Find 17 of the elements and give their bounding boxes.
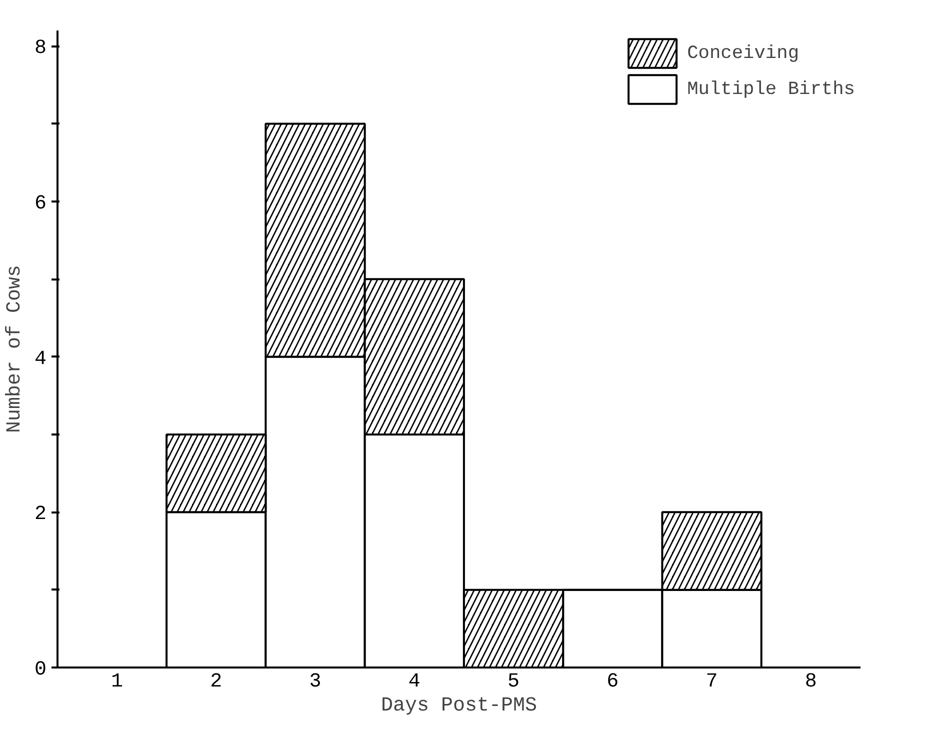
x-tick-label: 7 [706,670,718,694]
y-tick-label: 2 [34,503,47,526]
x-axis-title: Days Post-PMS [380,694,538,718]
x-tick-label: 2 [210,670,222,694]
y-tick-label: 8 [34,37,47,60]
legend-label: Conceiving [687,42,800,64]
x-tick-label: 6 [606,670,619,694]
x-tick-label: 8 [804,670,817,694]
y-tick-label: 4 [34,348,47,371]
x-tick-label: 1 [110,670,123,694]
x-tick-label: 3 [309,670,322,694]
x-tick-label: 5 [508,670,520,694]
y-tick-label: 0 [34,658,47,682]
x-tick-label: 4 [408,670,420,694]
legend-label: Multiple Births [687,78,855,100]
y-axis-title: Number of Cows [4,264,26,434]
y-tick-label: 6 [34,192,47,216]
